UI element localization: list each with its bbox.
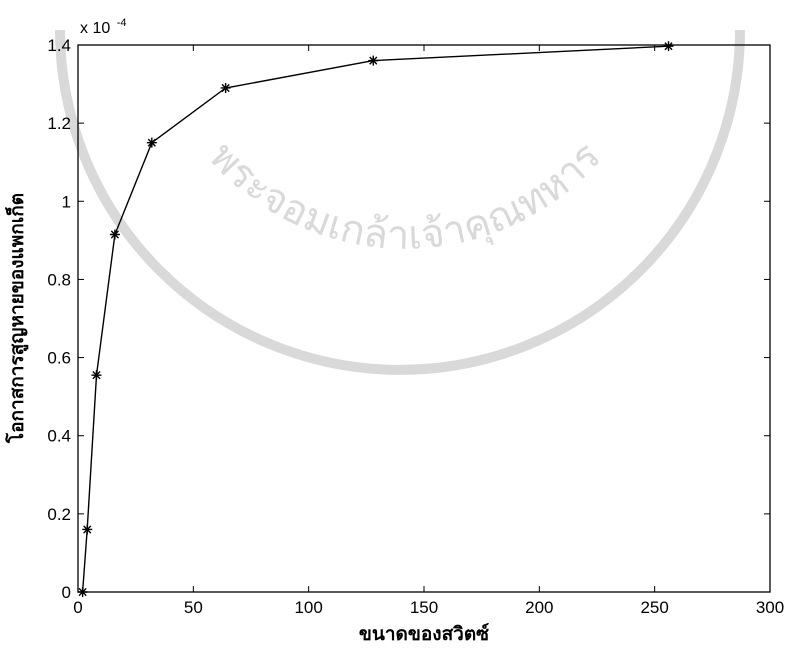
x-axis-label: ขนาดของสวิตซ์ <box>359 623 489 645</box>
x-axis: 0 50 100 150 200 250 300 <box>73 45 784 617</box>
data-point-marker <box>220 82 231 93</box>
x-tick-label: 250 <box>640 598 668 617</box>
y-axis-label: โอกาสการสูญหายของแพกเก็ต <box>4 193 29 444</box>
watermark-text: พระจอมเกล้าเจ้าคุณทหาร <box>200 133 610 259</box>
data-point-marker <box>109 229 120 240</box>
series-group <box>77 41 674 597</box>
y-tick-label: 1.4 <box>47 36 71 55</box>
y-axis-exponent-base: x 10 <box>80 20 110 37</box>
y-axis-exponent: x 10 -4 <box>80 17 126 37</box>
plot-area <box>77 44 771 593</box>
data-point-marker <box>368 55 379 66</box>
watermark: พระจอมเกล้าเจ้าคุณทหาร <box>55 29 745 375</box>
data-point-marker <box>77 587 88 597</box>
y-tick-label: 0.6 <box>47 349 71 368</box>
x-tick-label: 200 <box>525 598 553 617</box>
y-tick-label: 1.2 <box>47 114 71 133</box>
data-point-marker <box>146 137 157 148</box>
series-line <box>81 45 669 593</box>
y-axis: 0 0.2 0.4 0.6 0.8 1 1.2 1.4 <box>47 36 770 602</box>
y-tick-label: 1 <box>62 192 71 211</box>
x-tick-label: 150 <box>410 598 438 617</box>
y-tick-label: 0.4 <box>47 427 71 446</box>
data-point-marker <box>82 524 93 535</box>
y-tick-label: 0.2 <box>47 505 71 524</box>
y-tick-label: 0.8 <box>47 270 71 289</box>
x-tick-label: 100 <box>294 598 322 617</box>
x-tick-label: 0 <box>73 598 82 617</box>
x-tick-label: 50 <box>184 598 203 617</box>
x-tick-label: 300 <box>756 598 784 617</box>
data-point-marker <box>663 41 674 52</box>
watermark-ring <box>55 29 745 375</box>
y-tick-label: 0 <box>62 583 71 602</box>
y-axis-exponent-power: -4 <box>117 17 127 29</box>
data-point-marker <box>91 370 102 381</box>
